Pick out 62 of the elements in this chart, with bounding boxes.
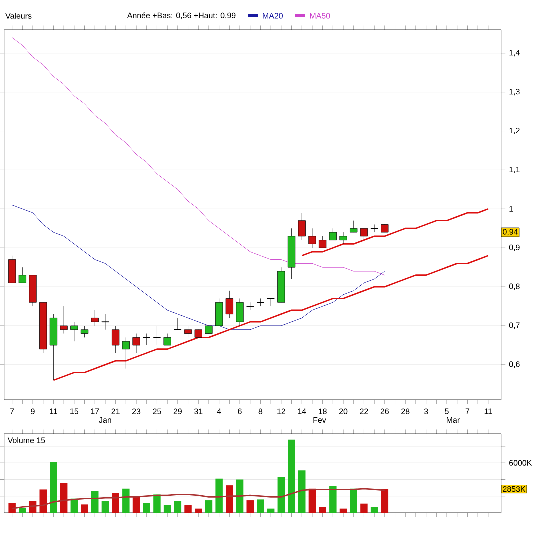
bar [8,503,16,513]
candlestick [152,326,162,346]
candlestick [215,298,223,326]
candlestick [256,298,265,307]
candlestick [174,318,182,330]
candlestick [298,212,306,241]
bar [143,503,150,513]
candlestick [184,326,192,338]
candlestick [226,290,234,318]
bar [194,508,202,513]
candlestick [101,314,110,330]
bar [350,488,358,513]
candlestick [142,334,151,346]
bar [267,508,275,513]
candlestick [18,267,26,284]
candlestick [80,326,88,338]
bar [319,507,326,513]
bar [298,470,306,513]
bar [80,504,88,513]
candlestick [236,298,244,326]
bar [226,486,234,513]
bar [184,506,192,513]
candlestick [112,326,120,354]
bar [329,486,337,513]
bar [360,504,368,513]
bar [370,507,378,513]
bar [164,506,172,513]
bar [216,478,223,513]
bar [50,462,58,513]
bar [174,501,182,513]
candlestick [8,256,16,284]
bar [18,508,26,513]
bar [288,440,296,513]
bar [153,494,161,513]
bar [40,490,47,513]
candlestick [132,334,140,354]
bar [381,489,388,513]
candlestick [122,337,130,370]
bar [278,477,285,513]
bar [205,500,212,513]
candlestick [370,224,378,233]
bar [122,488,130,513]
bar [236,480,244,513]
bar [112,493,120,513]
bar [246,500,254,513]
bar [60,483,68,513]
bar [102,501,109,513]
candlestick [91,310,99,326]
bar [132,497,140,513]
candlestick [329,228,337,241]
candlestick [360,228,368,241]
candlestick [246,302,254,311]
bar [308,488,316,513]
candlestick [60,306,68,334]
candlestick [70,322,78,342]
candlestick [350,220,358,233]
candlestick [308,228,316,248]
candlestick [318,236,326,248]
candlestick [164,334,172,346]
bar [256,500,264,513]
candlestick [340,232,348,244]
bar [340,508,347,513]
